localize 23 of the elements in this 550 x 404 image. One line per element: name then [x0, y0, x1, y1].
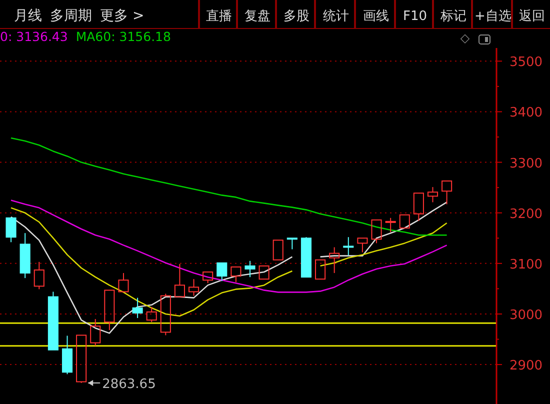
annotation: +自选 — [474, 9, 512, 24]
y-tick: 3500 — [509, 55, 543, 70]
y-tick: 3100 — [509, 257, 543, 272]
y-tick: 3000 — [509, 308, 543, 323]
annotation: F10 — [402, 9, 428, 24]
y-tick: 2900 — [509, 358, 543, 374]
legend-item: MA60: 3156.18 — [76, 29, 171, 44]
legend-item: 0: 3136.43 — [0, 29, 68, 44]
annotation: 复盘 — [244, 9, 270, 24]
annotation: 统计 — [323, 9, 349, 24]
annotation: 画线 — [363, 9, 389, 24]
y-tick: 3300 — [509, 156, 543, 172]
annotation: 多周期 — [50, 8, 92, 24]
y-tick: 3400 — [509, 106, 543, 121]
annotation: 更多 > — [100, 8, 144, 24]
annotation: 标记 — [440, 9, 466, 24]
annotation: ◇ — [460, 31, 470, 45]
annotation: 返回 — [519, 9, 545, 24]
annotation: 直播 — [206, 9, 232, 24]
annotation: 多股 — [284, 9, 310, 24]
annotation: 2863.65 — [102, 376, 156, 392]
y-tick: 3200 — [509, 206, 543, 222]
annotation: 月线 — [14, 8, 42, 24]
